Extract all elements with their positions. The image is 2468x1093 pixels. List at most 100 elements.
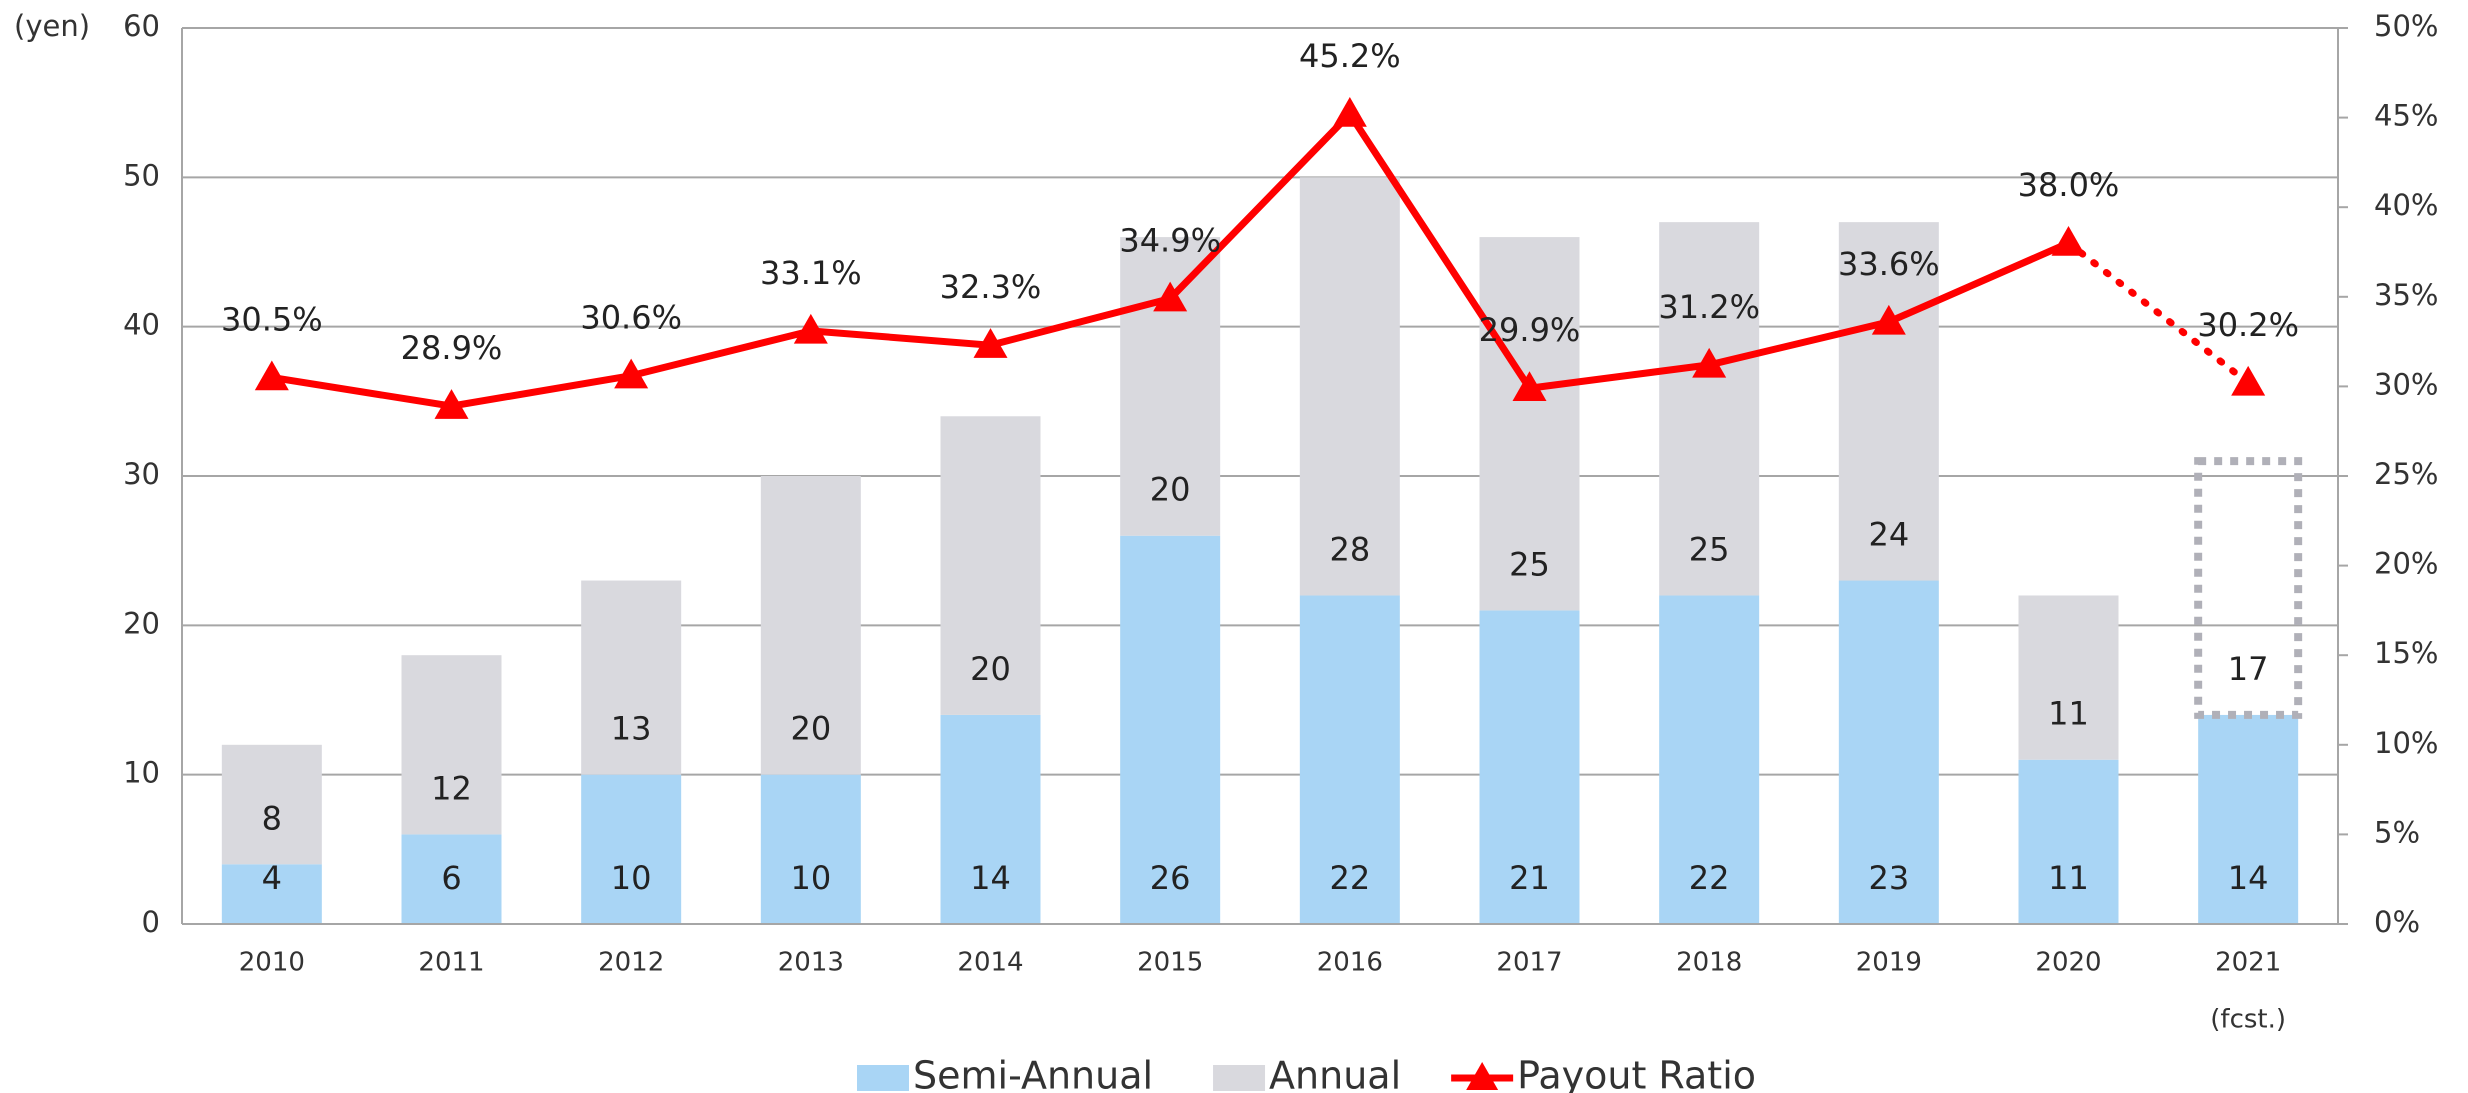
x-tick-label: 2018: [1676, 948, 1742, 978]
data-label: 10: [790, 859, 831, 897]
bar-segment: [1299, 595, 1400, 924]
data-label: 28: [1329, 530, 1370, 568]
x-tick-label: 2013: [778, 948, 844, 978]
x-tick-label: 2014: [957, 948, 1023, 978]
data-label: 33.1%: [760, 254, 862, 292]
x-tick-label: 2016: [1317, 948, 1383, 978]
bar-segment: [401, 834, 502, 924]
data-label: 21: [1509, 859, 1550, 897]
y2-tick-label: 45%: [2374, 99, 2438, 133]
data-label: 10: [611, 859, 652, 897]
y-tick-label: 30: [123, 457, 160, 491]
bar-segment: [760, 476, 861, 775]
bar-segment: [1479, 610, 1580, 924]
marker: [1871, 304, 1906, 335]
marker: [2051, 226, 2086, 256]
y2-tick-label: 10%: [2374, 726, 2438, 760]
y2-tick-label: 35%: [2374, 278, 2438, 312]
bar-segment: [760, 774, 861, 924]
data-label: 13: [611, 710, 652, 748]
data-label: 38.0%: [2018, 166, 2120, 204]
x-tick-label: 2020: [2035, 948, 2101, 978]
data-label: 20: [790, 710, 831, 748]
y2-tick-label: 30%: [2374, 367, 2438, 401]
data-label: 23: [1868, 859, 1909, 897]
data-label: 17: [2228, 650, 2269, 688]
data-label: 11: [2048, 859, 2089, 897]
data-label: 33.6%: [1838, 245, 1940, 283]
x-tick-label: 2017: [1496, 948, 1562, 978]
data-label: 22: [1329, 859, 1370, 897]
bar-segment: [2198, 714, 2299, 924]
marker: [793, 313, 828, 344]
data-label: 12: [431, 769, 472, 807]
data-label: 14: [2228, 859, 2269, 897]
y2-tick-label: 25%: [2374, 457, 2438, 491]
data-label: 29.9%: [1479, 311, 1581, 349]
x-tick-label: 2012: [598, 948, 664, 978]
data-label: 28.9%: [401, 329, 503, 367]
legend-swatch: [1466, 1062, 1499, 1090]
y-axis-label: (yen): [14, 9, 90, 43]
data-label: 20: [1150, 471, 1191, 509]
forecast-note: (fcst.): [2210, 1005, 2286, 1035]
data-label: 31.2%: [1658, 288, 1760, 326]
data-label: 22: [1689, 859, 1730, 897]
bar-segment: [2018, 595, 2119, 760]
data-label: 30.2%: [2197, 306, 2299, 344]
legend-swatch: [1213, 1065, 1266, 1091]
bar-segment: [581, 774, 682, 924]
marker: [1332, 97, 1367, 127]
legend-label: Annual: [1269, 1054, 1401, 1093]
bar-segment: [221, 864, 322, 924]
bar-segment: [581, 580, 682, 775]
y2-tick-label: 15%: [2374, 636, 2438, 670]
y2-tick-label: 5%: [2374, 815, 2420, 849]
marker: [434, 389, 469, 419]
bar-segment: [1120, 535, 1221, 924]
bar-segment: [1299, 177, 1400, 596]
bar-segment: [2194, 457, 2303, 719]
y-tick-label: 60: [123, 9, 160, 43]
y2-tick-label: 40%: [2374, 188, 2438, 222]
legend-label: Payout Ratio: [1517, 1054, 1756, 1093]
data-label: 26: [1150, 859, 1191, 897]
data-label: 20: [970, 650, 1011, 688]
data-label: 24: [1868, 516, 1909, 554]
data-label: 25: [1689, 530, 1730, 568]
marker: [973, 328, 1008, 358]
marker: [254, 360, 289, 391]
marker: [1153, 281, 1188, 312]
bar-segment: [1838, 222, 1939, 581]
marker: [1512, 371, 1547, 401]
bar-segment: [401, 655, 502, 835]
y-tick-label: 50: [123, 158, 160, 192]
bar-segment: [221, 744, 322, 865]
y2-tick-label: 0%: [2374, 905, 2420, 939]
data-label: 8: [262, 799, 282, 837]
marker: [614, 358, 649, 389]
data-label: 32.3%: [940, 268, 1042, 306]
y-tick-label: 40: [123, 308, 160, 342]
legend-swatch: [857, 1065, 909, 1091]
bar-segment: [1659, 222, 1760, 596]
y-tick-label: 0: [142, 905, 160, 939]
y-tick-label: 10: [123, 756, 160, 790]
x-tick-label: 2015: [1137, 948, 1203, 978]
data-label: 6: [441, 859, 461, 897]
data-label: 34.9%: [1119, 222, 1221, 260]
bar-segment: [1838, 580, 1939, 924]
x-tick-label: 2019: [1856, 948, 1922, 978]
bar-segment: [940, 416, 1041, 715]
y2-tick-label: 50%: [2374, 9, 2438, 43]
data-label: 14: [970, 859, 1011, 897]
bar-segment: [1659, 595, 1760, 924]
x-tick-label: 2011: [418, 948, 484, 978]
marker: [2231, 365, 2266, 396]
data-label: 11: [2048, 695, 2089, 733]
x-tick-label: 2010: [239, 948, 305, 978]
data-label: 30.5%: [221, 300, 323, 338]
data-label: 45.2%: [1299, 37, 1401, 75]
forecast-line: [2065, 239, 2252, 387]
